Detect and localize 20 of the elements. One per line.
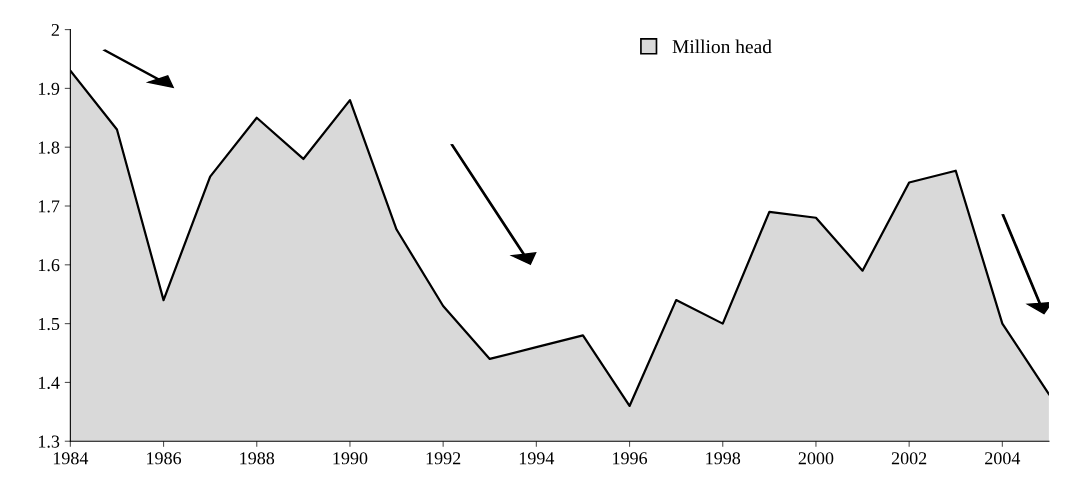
y-tick-label: 1.5 bbox=[38, 317, 60, 331]
y-tick-label: 1.7 bbox=[38, 200, 60, 213]
x-tick-label: 1988 bbox=[240, 452, 275, 465]
x-tick-label: 2000 bbox=[798, 452, 834, 465]
y-tick-label: 2 bbox=[51, 23, 59, 36]
x-tick-label: 1986 bbox=[147, 452, 182, 465]
legend-label: Million head bbox=[672, 39, 772, 54]
y-tick-label: 1.4 bbox=[38, 376, 60, 389]
x-tick-label: 2002 bbox=[891, 452, 927, 465]
x-tick-label: 1994 bbox=[519, 452, 555, 465]
y-tick-label: 1.6 bbox=[38, 259, 60, 272]
y-tick-label: 1.8 bbox=[38, 141, 60, 154]
x-tick-label: 2004 bbox=[985, 452, 1021, 465]
y-tick-label: 1.3 bbox=[38, 435, 60, 448]
x-tick-label: 1998 bbox=[706, 452, 741, 465]
x-tick-label: 1996 bbox=[613, 452, 648, 465]
x-tick-label: 1984 bbox=[53, 452, 89, 465]
x-tick-label: 1990 bbox=[333, 452, 368, 465]
y-tick-label: 1.9 bbox=[38, 82, 60, 95]
x-tick-label: 1992 bbox=[426, 452, 461, 465]
